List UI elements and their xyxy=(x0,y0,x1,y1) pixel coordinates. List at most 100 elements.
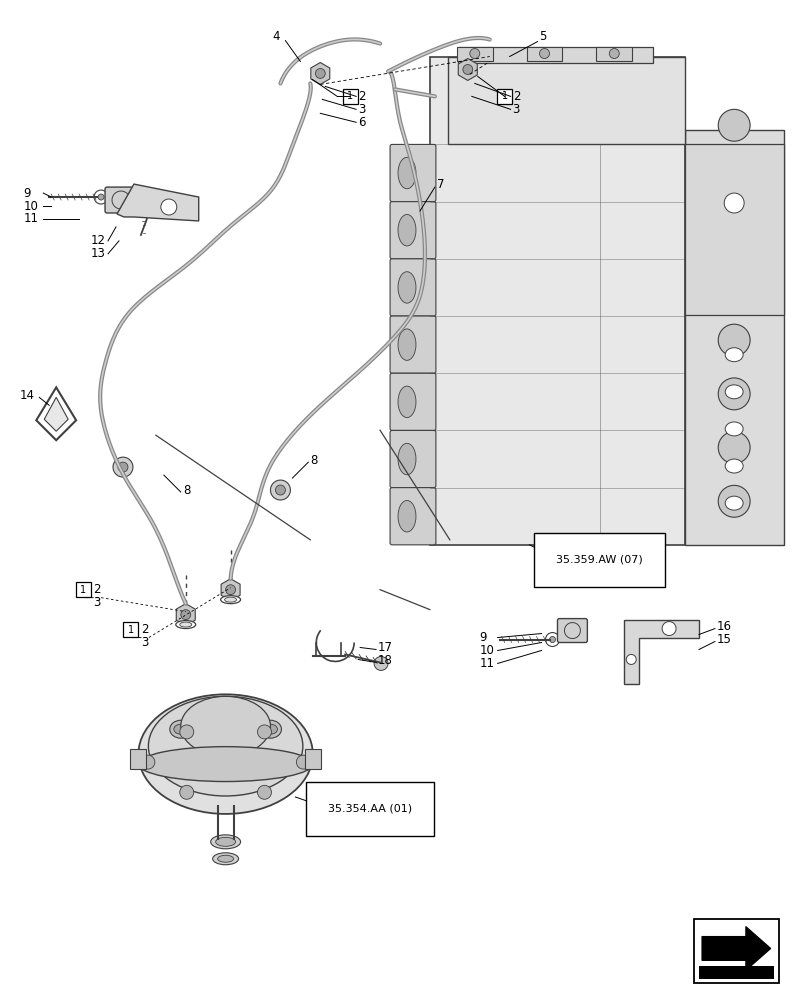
Circle shape xyxy=(718,217,749,249)
Text: 17: 17 xyxy=(378,641,393,654)
Text: 1: 1 xyxy=(501,91,507,101)
Polygon shape xyxy=(624,620,698,684)
Circle shape xyxy=(179,785,194,799)
Ellipse shape xyxy=(724,348,742,362)
Ellipse shape xyxy=(260,720,281,738)
FancyBboxPatch shape xyxy=(389,144,436,202)
FancyBboxPatch shape xyxy=(105,187,137,213)
Circle shape xyxy=(181,610,191,620)
Ellipse shape xyxy=(138,694,312,814)
FancyBboxPatch shape xyxy=(429,57,684,545)
Text: 3: 3 xyxy=(141,636,148,649)
Ellipse shape xyxy=(181,696,270,756)
Text: 2: 2 xyxy=(141,623,148,636)
FancyBboxPatch shape xyxy=(305,749,321,769)
Text: 2: 2 xyxy=(512,90,520,103)
Ellipse shape xyxy=(397,386,415,418)
Circle shape xyxy=(179,725,194,739)
Circle shape xyxy=(270,480,290,500)
Ellipse shape xyxy=(216,837,235,846)
Ellipse shape xyxy=(397,157,415,189)
Ellipse shape xyxy=(221,596,240,604)
Ellipse shape xyxy=(148,696,303,796)
Polygon shape xyxy=(457,59,477,80)
Polygon shape xyxy=(36,387,76,440)
Circle shape xyxy=(257,725,271,739)
Ellipse shape xyxy=(724,496,742,510)
Text: 13: 13 xyxy=(91,247,105,260)
FancyBboxPatch shape xyxy=(123,622,138,637)
Ellipse shape xyxy=(138,747,312,782)
Polygon shape xyxy=(221,579,240,601)
Text: 2: 2 xyxy=(358,90,365,103)
Ellipse shape xyxy=(179,622,191,627)
Text: 10: 10 xyxy=(24,200,38,213)
FancyBboxPatch shape xyxy=(389,373,436,430)
Text: 6: 6 xyxy=(358,116,365,129)
Circle shape xyxy=(161,199,177,215)
Circle shape xyxy=(257,785,271,799)
FancyBboxPatch shape xyxy=(447,57,684,144)
Text: 14: 14 xyxy=(19,389,34,402)
Text: 8: 8 xyxy=(182,484,190,497)
FancyBboxPatch shape xyxy=(684,130,783,545)
Circle shape xyxy=(462,65,472,74)
Text: 1: 1 xyxy=(346,91,353,101)
Ellipse shape xyxy=(263,724,277,734)
FancyBboxPatch shape xyxy=(698,966,773,979)
FancyBboxPatch shape xyxy=(389,202,436,259)
Circle shape xyxy=(549,637,555,643)
Text: 15: 15 xyxy=(716,633,731,646)
Circle shape xyxy=(470,49,479,59)
Text: 9: 9 xyxy=(479,631,487,644)
FancyBboxPatch shape xyxy=(389,488,436,545)
Circle shape xyxy=(718,432,749,464)
Text: 3: 3 xyxy=(512,103,519,116)
FancyBboxPatch shape xyxy=(389,316,436,373)
FancyBboxPatch shape xyxy=(389,259,436,316)
Ellipse shape xyxy=(724,385,742,399)
Text: 4: 4 xyxy=(272,30,280,43)
Circle shape xyxy=(296,755,310,769)
Circle shape xyxy=(94,190,108,204)
FancyBboxPatch shape xyxy=(526,47,562,61)
FancyBboxPatch shape xyxy=(457,47,492,61)
Text: 1: 1 xyxy=(80,585,86,595)
Polygon shape xyxy=(176,604,195,626)
Ellipse shape xyxy=(397,214,415,246)
Circle shape xyxy=(275,485,285,495)
Ellipse shape xyxy=(397,329,415,360)
Text: 12: 12 xyxy=(91,234,106,247)
Ellipse shape xyxy=(225,597,236,602)
FancyBboxPatch shape xyxy=(557,619,586,643)
FancyBboxPatch shape xyxy=(457,47,652,63)
Ellipse shape xyxy=(397,443,415,475)
Circle shape xyxy=(374,656,388,670)
Ellipse shape xyxy=(234,724,247,734)
Circle shape xyxy=(98,194,104,200)
FancyBboxPatch shape xyxy=(75,582,91,597)
Polygon shape xyxy=(117,184,199,221)
FancyBboxPatch shape xyxy=(130,749,146,769)
Circle shape xyxy=(625,654,636,664)
Text: 35.359.AW (07): 35.359.AW (07) xyxy=(556,555,642,565)
Circle shape xyxy=(225,585,235,595)
Ellipse shape xyxy=(724,459,742,473)
Text: 7: 7 xyxy=(436,178,444,191)
Polygon shape xyxy=(44,397,68,431)
Circle shape xyxy=(718,324,749,356)
Ellipse shape xyxy=(210,835,240,849)
Circle shape xyxy=(315,69,325,78)
Ellipse shape xyxy=(169,720,191,738)
Circle shape xyxy=(718,485,749,517)
Ellipse shape xyxy=(217,855,234,862)
Circle shape xyxy=(118,462,128,472)
Text: 8: 8 xyxy=(310,454,317,467)
Text: 2: 2 xyxy=(93,583,101,596)
Circle shape xyxy=(718,378,749,410)
Ellipse shape xyxy=(212,853,238,865)
Circle shape xyxy=(718,270,749,302)
Circle shape xyxy=(545,633,559,646)
Text: 11: 11 xyxy=(479,657,494,670)
Circle shape xyxy=(141,755,155,769)
